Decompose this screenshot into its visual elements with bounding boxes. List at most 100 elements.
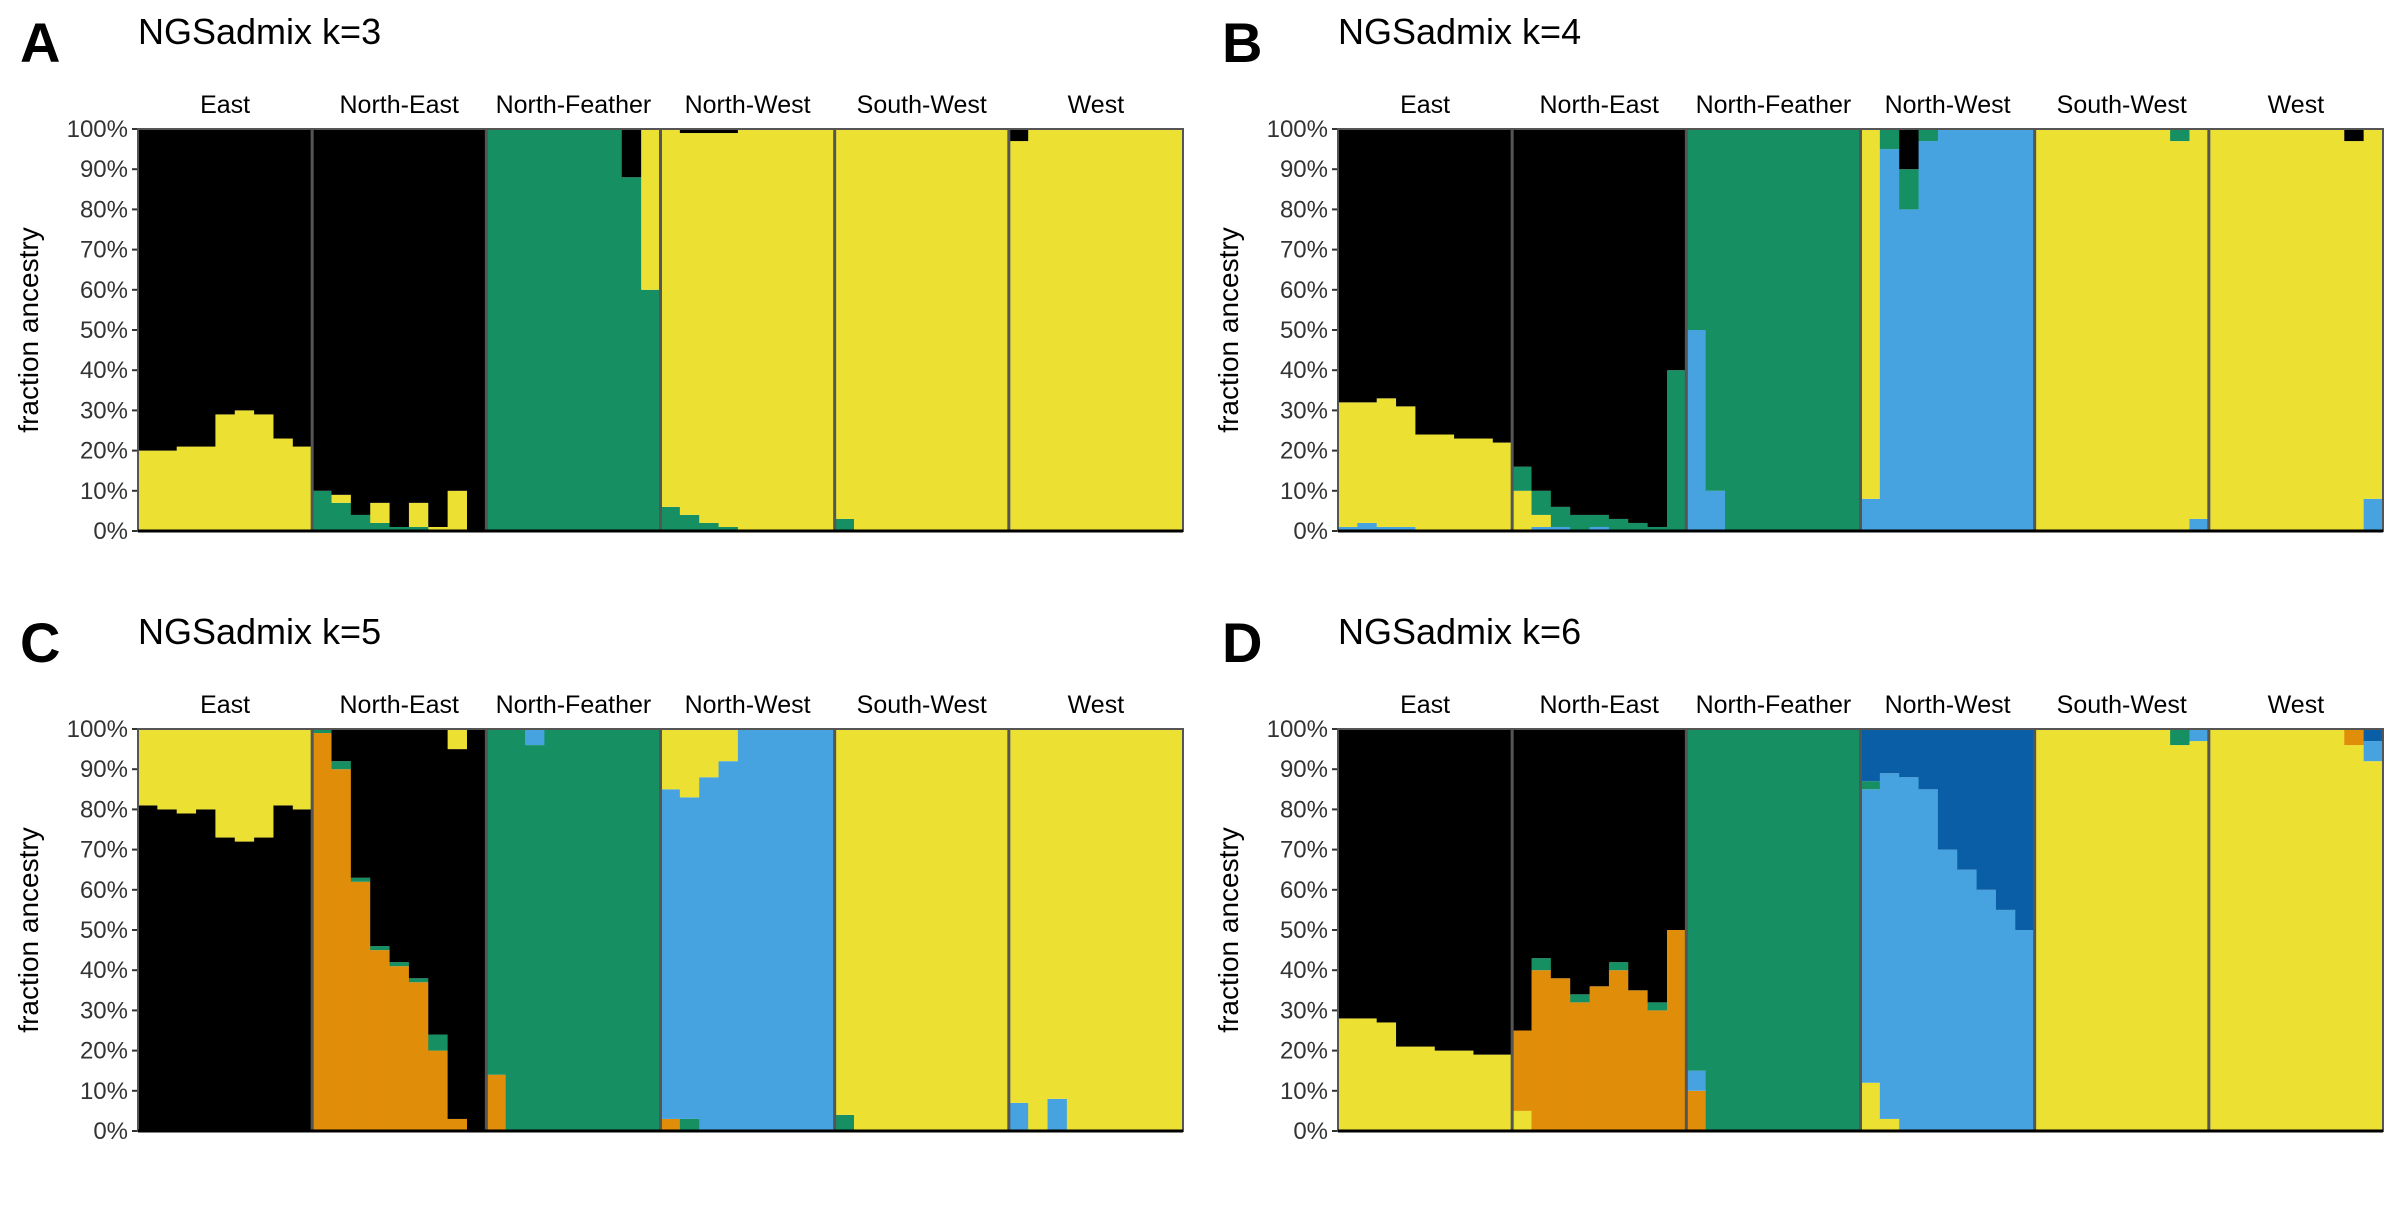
y-tick-label: 20% — [80, 1038, 128, 1065]
ancestry-bar-segment — [1879, 149, 1900, 531]
ancestry-bar-segment — [1841, 729, 1862, 1131]
population-label: North-East — [340, 691, 460, 719]
panel-d: D NGSadmix k=6 fraction ancestry 0% 10% 20% 30… — [1213, 611, 2384, 1145]
ancestry-bar-segment — [1163, 129, 1184, 531]
y-tick-label: 20% — [1280, 438, 1328, 465]
population-label: West — [1068, 691, 1125, 719]
y-tick-label: 100% — [67, 716, 128, 743]
ancestry-bar-segment — [1531, 490, 1552, 515]
population-label: West — [2268, 691, 2325, 719]
ancestry-bar-segment — [428, 526, 449, 531]
ancestry-bar-segment — [486, 1074, 507, 1131]
ancestry-bar-segment — [1512, 729, 1533, 1031]
population-label: North-West — [1885, 691, 2011, 719]
ancestry-bar-segment — [1879, 729, 1900, 774]
ancestry-bar-segment — [331, 769, 352, 1131]
ancestry-bar-segment — [679, 514, 700, 531]
population-label: North-Feather — [496, 691, 652, 719]
ancestry-bar-segment — [408, 129, 429, 503]
ancestry-bar-segment — [1821, 129, 1842, 531]
ancestry-bar-segment — [196, 809, 217, 1131]
y-tick-label: 80% — [80, 196, 128, 223]
ancestry-bar-segment — [2189, 129, 2210, 519]
ancestry-bar-segment — [1415, 729, 1436, 1047]
ancestry-bar-segment — [1570, 994, 1591, 1003]
ancestry-bar-segment — [1396, 1046, 1417, 1131]
ancestry-bar-segment — [2034, 729, 2055, 1131]
ancestry-bar-segment — [370, 129, 391, 503]
population-label: North-Feather — [1696, 91, 1852, 119]
ancestry-bar-segment — [312, 490, 333, 531]
ancestry-bar-segment — [1608, 970, 1629, 1131]
ancestry-bar-segment — [370, 522, 391, 531]
panel-letter: C — [20, 611, 60, 674]
ancestry-bar-segment — [1357, 129, 1378, 403]
ancestry-bar-segment — [1995, 909, 2016, 1131]
ancestry-bar-segment — [776, 129, 797, 531]
ancestry-bar-segment — [1473, 438, 1494, 531]
ancestry-bar-segment — [1783, 129, 1804, 531]
ancestry-bar-segment — [2305, 129, 2326, 531]
ancestry-bar-segment — [486, 129, 507, 531]
ancestry-bar-segment — [331, 502, 352, 531]
ancestry-bar-segment — [1434, 129, 1455, 435]
ancestry-bar-segment — [331, 729, 352, 762]
ancestry-bar-segment — [660, 729, 681, 790]
chart-title: NGSadmix k=3 — [138, 11, 381, 52]
population-label: South-West — [857, 91, 987, 119]
population-label: East — [200, 91, 250, 119]
population-label: North-West — [685, 691, 811, 719]
ancestry-bar-segment — [737, 729, 758, 1131]
ancestry-bar-segment — [2131, 129, 2152, 531]
ancestry-bar-segment — [408, 526, 429, 531]
ancestry-bar-segment — [350, 514, 371, 531]
ancestry-bar-segment — [273, 729, 294, 806]
ancestry-bar-segment — [466, 129, 487, 531]
ancestry-bar-segment — [1008, 129, 1029, 142]
ancestry-bar-segment — [2344, 141, 2365, 531]
population-label: West — [1068, 91, 1125, 119]
ancestry-bar-segment — [1008, 1102, 1029, 1131]
population-label: North-East — [1540, 691, 1660, 719]
population-label: East — [1400, 91, 1450, 119]
ancestry-bar-segment — [1512, 1030, 1533, 1111]
ancestry-bar-segment — [1860, 129, 1881, 499]
ancestry-bar-segment — [1589, 514, 1610, 527]
ancestry-bar-segment — [1492, 1054, 1513, 1131]
y-tick-label: 30% — [1280, 997, 1328, 1024]
ancestry-bar-segment — [718, 761, 739, 1131]
ancestry-bar-segment — [408, 982, 429, 1131]
ancestry-bar-segment — [312, 129, 333, 491]
ancestry-bar-segment — [1570, 514, 1591, 531]
ancestry-bar-segment — [2073, 729, 2094, 1131]
chart-title: NGSadmix k=4 — [1338, 11, 1581, 52]
population-label: South-West — [2057, 91, 2187, 119]
y-tick-label: 30% — [80, 997, 128, 1024]
y-tick-label: 10% — [1280, 478, 1328, 505]
ancestry-bar-segment — [1473, 1054, 1494, 1131]
y-tick-label: 40% — [1280, 957, 1328, 984]
ancestry-bar-segment — [1512, 490, 1533, 531]
ancestry-bar-segment — [2324, 729, 2345, 1131]
ancestry-bar-segment — [1589, 526, 1610, 531]
ancestry-bar-segment — [815, 129, 836, 531]
ancestry-bar-segment — [1357, 729, 1378, 1019]
ancestry-bar-segment — [970, 729, 991, 1131]
ancestry-bar-segment — [660, 789, 681, 1119]
ancestry-bar-segment — [1899, 129, 1920, 170]
ancestry-bar-segment — [1492, 729, 1513, 1055]
ancestry-bar-segment — [776, 729, 797, 1131]
ancestry-bar-segment — [834, 729, 855, 1115]
ancestry-bar-segment — [234, 841, 255, 1131]
ancestry-bar-segment — [1976, 889, 1997, 1131]
ancestry-bar-segment — [312, 729, 333, 734]
y-tick-label: 10% — [1280, 1078, 1328, 1105]
ancestry-bar-segment — [2170, 729, 2191, 746]
ancestry-bar-segment — [1357, 1018, 1378, 1131]
panel-letter: D — [1222, 611, 1262, 674]
ancestry-bar-segment — [834, 1114, 855, 1131]
ancestry-bar-segment — [2054, 729, 2074, 1131]
ancestry-bar-segment — [447, 749, 468, 1119]
ancestry-bar-segment — [2131, 729, 2152, 1131]
ancestry-bar-segment — [1937, 849, 1958, 1131]
